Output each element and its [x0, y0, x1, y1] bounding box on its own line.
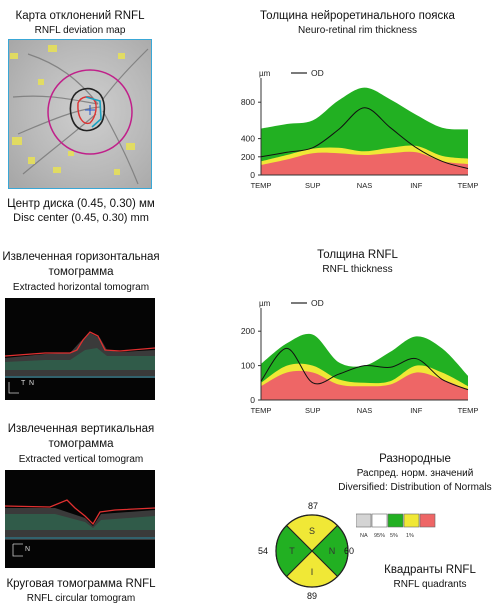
- legend-swatch-low: [419, 513, 436, 528]
- horizontal-marker-left: T: [21, 380, 26, 387]
- chart0-xtick-label-2: NAS: [357, 181, 372, 190]
- disc-center-ru: Центр диска (0.45, 0.30) мм: [7, 198, 155, 210]
- circular-tomogram-title-en: RNFL circular tomogram: [26, 593, 136, 604]
- distribution-title-ru-2: Распред. норм. значений: [356, 468, 474, 479]
- chart0-ytick-label-2: 400: [241, 134, 255, 144]
- disc-center-en: Disc center (0.45, 0.30) mm: [13, 212, 149, 224]
- vertical-tomogram-image[interactable]: N: [4, 470, 156, 568]
- rnfl-thickness-title-ru: Толщина RNFL: [317, 249, 398, 261]
- quadrant-letter-s: S: [309, 526, 315, 536]
- quadrant-letter-t: T: [289, 546, 295, 556]
- chart0-ytick-label-3: 800: [241, 97, 255, 107]
- quadrant-value-s: 87: [307, 501, 318, 511]
- horizontal-tomogram-title-ru-1: Извлеченная горизонтальная: [2, 251, 160, 263]
- fundus-image: [8, 39, 152, 189]
- quadrant-value-t: 54: [258, 546, 269, 556]
- chart1-band-1pct: [261, 370, 468, 400]
- quadrants-title-ru: Квадранты RNFL: [384, 564, 476, 576]
- vertical-tomogram-title-ru-2: томограмма: [48, 438, 114, 450]
- chart0-xtick-label-0: TEMP: [251, 181, 272, 190]
- chart1-y-unit: µm: [259, 299, 271, 308]
- chart1-xtick-label-4: TEMP: [458, 406, 479, 415]
- chart0-ytick-label-0: 0: [250, 170, 255, 180]
- chart1-xtick-label-1: SUP: [305, 406, 320, 415]
- horizontal-marker-right: N: [29, 380, 35, 387]
- chart0-band-1pct: [261, 151, 468, 175]
- rim-thickness-chart: 0 200 400 800 TEMP SUP NAS INF TEMP µm OD: [225, 62, 490, 197]
- legend-swatch-1: [403, 513, 420, 528]
- rnfl-thickness-chart: 0 100 200 TEMP SUP NAS INF TEMP µm OD: [225, 292, 490, 422]
- quadrant-letter-i: I: [311, 567, 314, 577]
- horizontal-tomogram-image[interactable]: T N: [4, 298, 156, 400]
- deviation-map-title-ru: Карта отклонений RNFL: [15, 10, 145, 22]
- chart1-ytick-label-2: 200: [241, 326, 255, 336]
- legend-swatch-95: [371, 513, 388, 528]
- chart1-series-od: [260, 347, 469, 391]
- measurement-circle: [47, 69, 133, 155]
- quadrants-title-en: RNFL quadrants: [393, 579, 467, 590]
- vertical-tomogram-title-ru-1: Извлеченная вертикальная: [7, 423, 155, 435]
- chart1-xtick-label-2: NAS: [357, 406, 372, 415]
- rnfl-thickness-title-en: RNFL thickness: [322, 264, 393, 275]
- rim-thickness-chart-svg: 0 200 400 800 TEMP SUP NAS INF TEMP µm OD: [241, 68, 479, 190]
- chart1-xtick-label-0: TEMP: [251, 406, 272, 415]
- chart0-xtick-label-1: SUP: [305, 181, 320, 190]
- rim-thickness-title-en: Neuro-retinal rim thickness: [298, 25, 417, 36]
- legend-label-na: NA: [360, 533, 368, 539]
- chart0-ytick-label-1: 200: [241, 152, 255, 162]
- distribution-title-en: Diversified: Distribution of Normals: [338, 482, 492, 493]
- horizontal-tomogram-title-en: Extracted horizontal tomogram: [12, 282, 150, 293]
- quadrant-value-n: 60: [344, 546, 355, 556]
- vertical-tomogram-title-en: Extracted vertical tomogram: [18, 454, 144, 465]
- chart0-y-unit: µm: [259, 69, 271, 78]
- chart1-ytick-label-0: 0: [250, 395, 255, 405]
- rnfl-thickness-chart-svg: 0 100 200 TEMP SUP NAS INF TEMP µm OD: [241, 298, 479, 415]
- chart1-ytick-label-1: 100: [241, 361, 255, 371]
- legend-swatch-na: [355, 513, 372, 528]
- distribution-legend: NA 95% 5% 1%: [355, 512, 436, 540]
- distribution-title-ru-1: Разнородные: [379, 453, 451, 465]
- deviation-map-image[interactable]: [8, 39, 152, 189]
- legend-label-95: 95%: [374, 533, 385, 539]
- legend-swatch-5: [387, 513, 404, 528]
- chart0-series-od: [260, 107, 469, 170]
- chart0-legend-label: OD: [311, 68, 324, 78]
- rim-thickness-title-ru: Толщина нейроретинального пояска: [260, 10, 455, 22]
- legend-label-1: 1%: [406, 533, 414, 539]
- deviation-map-title-en: RNFL deviation map: [34, 25, 126, 36]
- chart1-xtick-label-3: INF: [410, 406, 423, 415]
- circular-tomogram-title-ru: Круговая томограмма RNFL: [6, 578, 156, 590]
- vertical-marker: N: [25, 546, 31, 553]
- rnfl-quadrants-chart: S N I T: [267, 500, 357, 600]
- chart1-legend-label: OD: [311, 298, 324, 308]
- quadrant-value-i: 89: [306, 591, 317, 601]
- quadrant-letter-n: N: [329, 546, 336, 556]
- chart0-xtick-label-4: TEMP: [458, 181, 479, 190]
- legend-label-5: 5%: [390, 533, 398, 539]
- horizontal-tomogram-title-ru-2: томограмма: [48, 266, 114, 278]
- chart0-xtick-label-3: INF: [410, 181, 423, 190]
